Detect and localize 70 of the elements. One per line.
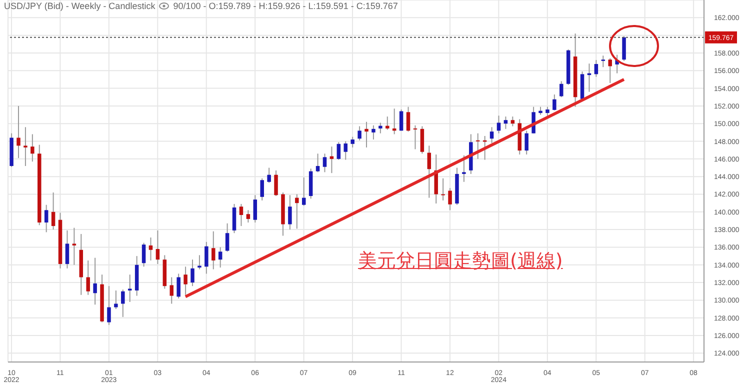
candlestick <box>232 203 236 234</box>
candlestick <box>86 260 90 296</box>
annotation: 美元兌日圓走勢圖(週線) <box>358 249 563 274</box>
candlestick <box>622 36 626 62</box>
candlestick <box>378 122 382 134</box>
candlestick <box>121 289 125 318</box>
candlestick <box>490 126 494 144</box>
candlestick <box>65 230 70 269</box>
candlestick <box>72 227 76 266</box>
candlestick <box>552 94 556 111</box>
candlestick <box>142 242 146 268</box>
candlestick <box>406 106 410 132</box>
candlestick <box>358 126 362 141</box>
candlestick <box>212 230 216 270</box>
candlestick <box>225 222 230 252</box>
candlestick <box>107 286 111 326</box>
candlestick <box>302 176 306 206</box>
candlestick <box>184 266 188 296</box>
candlestick <box>198 254 202 270</box>
candlestick <box>427 145 432 198</box>
candlestick <box>420 126 424 154</box>
candlestick <box>476 132 480 160</box>
candlestick <box>51 192 56 230</box>
candlestick <box>24 126 28 166</box>
candlestick <box>288 194 292 230</box>
candlestick <box>274 170 278 197</box>
candlestick <box>93 257 97 306</box>
candlestick <box>170 276 174 304</box>
candlestick <box>560 80 564 98</box>
candlestick <box>344 140 348 160</box>
candlestick <box>601 55 606 68</box>
candlestick <box>44 204 48 233</box>
chart-subtitle: 90/100 - O:159.789 - H:159.926 - L:159.591 - C:159.767 <box>173 1 398 11</box>
candlestick <box>496 115 501 134</box>
candlestick <box>372 124 376 140</box>
candlestick <box>322 153 327 173</box>
candlestick <box>441 178 445 201</box>
candlestick <box>399 108 404 132</box>
candlestick <box>504 116 508 130</box>
candlestick <box>295 194 299 230</box>
candlestick <box>462 154 466 182</box>
candlestick <box>350 136 354 148</box>
candlestick <box>336 142 341 160</box>
candlestick <box>524 130 528 156</box>
candlestick <box>608 58 612 84</box>
candlestick <box>386 116 390 130</box>
candlestick <box>30 134 34 162</box>
candlestick <box>434 154 438 204</box>
candlestick <box>218 246 222 268</box>
candlestick <box>413 124 418 150</box>
candlestick <box>260 178 264 201</box>
candlestick <box>267 167 271 184</box>
candlestick <box>114 290 118 310</box>
candlestick <box>448 188 452 211</box>
chart-title: USD/JPY (Bid) - Weekly - Candlestick <box>4 1 156 11</box>
candlestick <box>364 121 368 148</box>
candlestick <box>156 230 160 264</box>
candlestick <box>204 241 208 274</box>
candlestick <box>510 116 515 127</box>
candlestick <box>190 259 194 287</box>
candlestick <box>253 194 258 223</box>
candlestick <box>176 273 180 299</box>
candlestick <box>316 153 320 173</box>
candlestick <box>16 105 20 159</box>
candlestick <box>239 203 244 227</box>
candlestick <box>246 210 250 223</box>
candlestick <box>148 237 153 261</box>
candlestick <box>594 60 598 78</box>
candlestick <box>128 274 132 302</box>
candlestick <box>546 106 550 118</box>
